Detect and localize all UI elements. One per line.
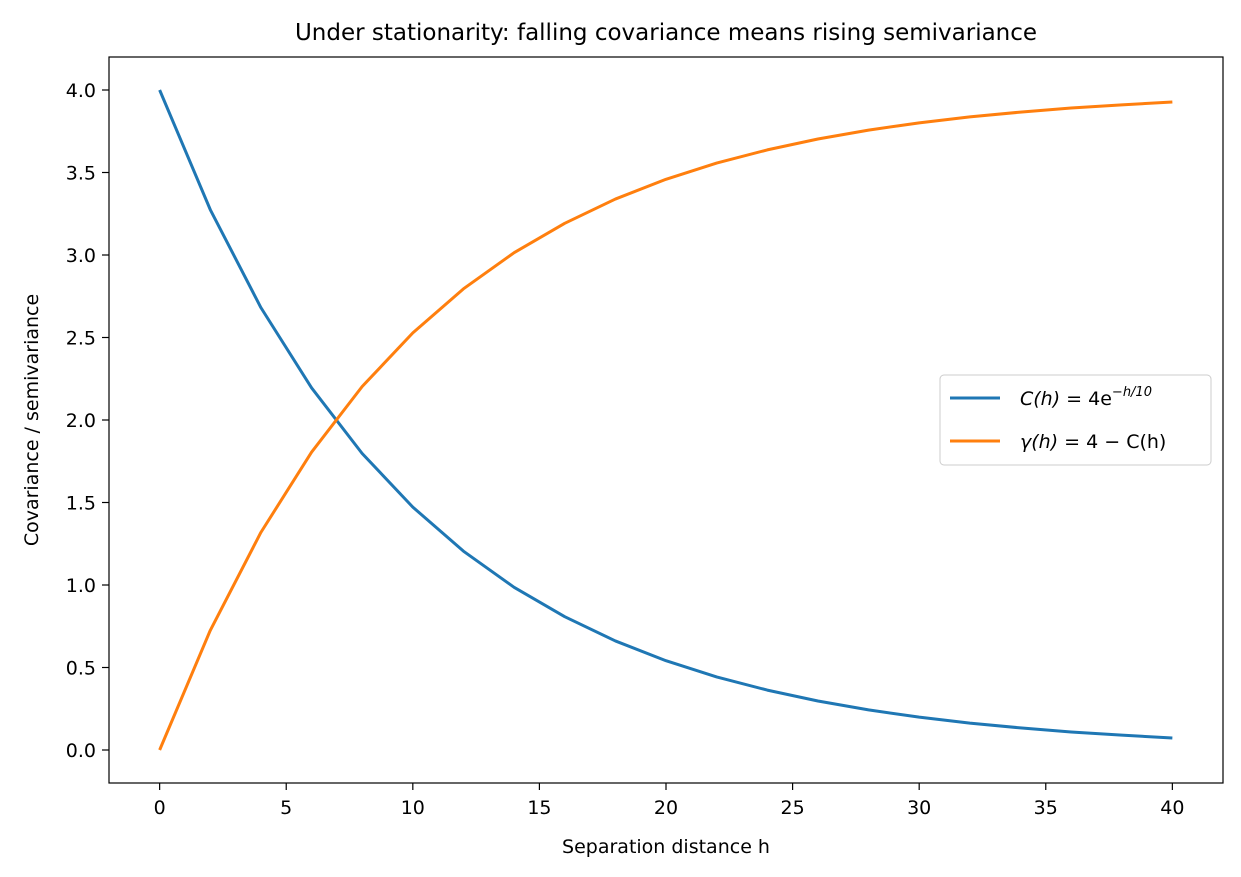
x-tick-label: 10 bbox=[401, 797, 425, 819]
y-tick-label: 0.5 bbox=[66, 658, 96, 680]
legend: C(h) = 4e−h/10 γ(h) = 4 − C(h) bbox=[939, 374, 1212, 466]
y-tick-label: 4.0 bbox=[66, 80, 96, 102]
x-tick-label: 5 bbox=[280, 797, 292, 819]
legend-label-1: γ(h) = 4 − C(h) bbox=[1020, 431, 1166, 453]
y-axis-label: Covariance / semivariance bbox=[21, 294, 43, 546]
x-tick-label: 25 bbox=[780, 797, 804, 819]
plot-area: 0 5 10 15 20 25 30 35 40 0.0 0.5 1.0 1.5 2.0 2.5 3.0 3.… bbox=[66, 56, 1224, 819]
y-tick-label: 1.5 bbox=[66, 493, 96, 515]
x-tick-label: 30 bbox=[907, 797, 931, 819]
y-axis-ticks: 0.0 0.5 1.0 1.5 2.0 2.5 3.0 3.5 4.0 bbox=[66, 80, 109, 762]
series-line-0 bbox=[158, 89, 1173, 740]
legend-box bbox=[939, 374, 1212, 466]
x-axis-ticks: 0 5 10 15 20 25 30 35 40 bbox=[154, 783, 1184, 819]
y-tick-label: 1.0 bbox=[66, 575, 96, 597]
y-tick-label: 3.5 bbox=[66, 163, 96, 185]
series-line-1 bbox=[158, 100, 1173, 751]
series-layer bbox=[158, 89, 1173, 751]
legend-label-0: C(h) = 4e−h/10 bbox=[1020, 385, 1152, 410]
x-tick-label: 15 bbox=[527, 797, 551, 819]
x-tick-label: 40 bbox=[1160, 797, 1184, 819]
x-tick-label: 0 bbox=[154, 797, 166, 819]
y-tick-label: 0.0 bbox=[66, 740, 96, 762]
x-axis-label: Separation distance h bbox=[562, 836, 770, 858]
y-tick-label: 3.0 bbox=[66, 245, 96, 267]
chart-title: Under stationarity: falling covariance m… bbox=[295, 20, 1037, 46]
x-tick-label: 20 bbox=[654, 797, 678, 819]
x-tick-label: 35 bbox=[1034, 797, 1058, 819]
y-tick-label: 2.5 bbox=[66, 328, 96, 350]
y-tick-label: 2.0 bbox=[66, 410, 96, 432]
